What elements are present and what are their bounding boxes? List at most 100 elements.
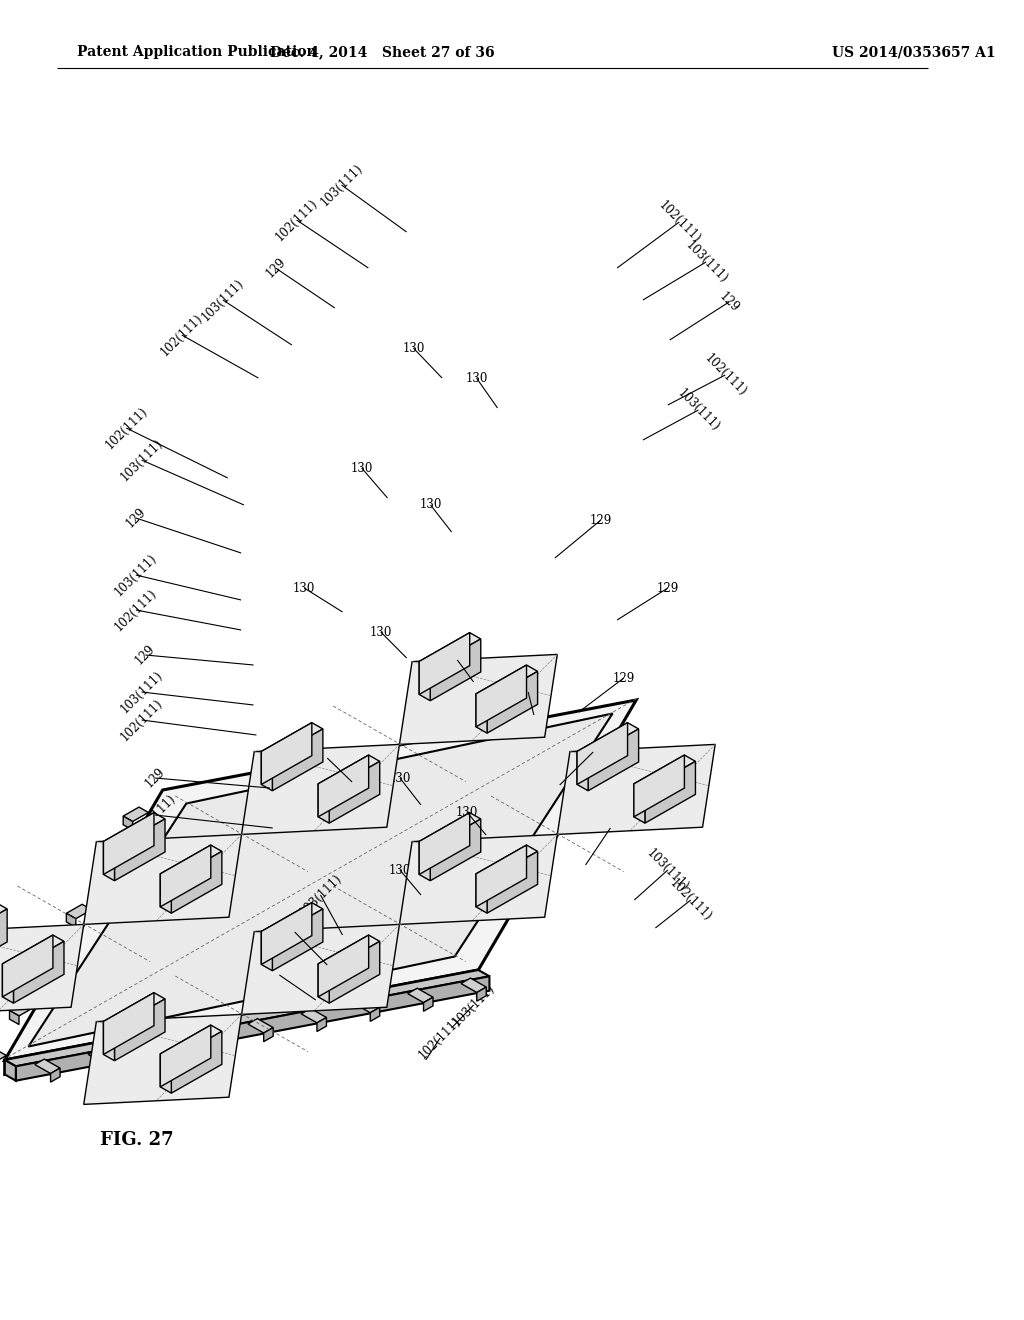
Polygon shape bbox=[424, 997, 433, 1011]
Polygon shape bbox=[161, 845, 222, 880]
Polygon shape bbox=[2, 935, 53, 997]
Text: 129: 129 bbox=[142, 766, 168, 791]
Text: 103(111): 103(111) bbox=[113, 552, 160, 598]
Text: Patent Application Publication: Patent Application Publication bbox=[77, 45, 316, 59]
Polygon shape bbox=[84, 834, 242, 924]
Polygon shape bbox=[318, 755, 380, 791]
Text: US 2014/0353657 A1: US 2014/0353657 A1 bbox=[833, 45, 996, 59]
Polygon shape bbox=[272, 909, 323, 970]
Polygon shape bbox=[557, 744, 715, 834]
Polygon shape bbox=[430, 818, 480, 880]
Polygon shape bbox=[29, 714, 612, 1047]
Polygon shape bbox=[195, 1028, 220, 1043]
Polygon shape bbox=[645, 762, 695, 824]
Polygon shape bbox=[115, 999, 165, 1061]
Text: 130: 130 bbox=[389, 771, 411, 784]
Text: 129: 129 bbox=[590, 513, 612, 527]
Text: 129: 129 bbox=[263, 256, 288, 280]
Polygon shape bbox=[318, 935, 380, 970]
Polygon shape bbox=[171, 851, 222, 913]
Polygon shape bbox=[578, 722, 639, 758]
Text: 129: 129 bbox=[124, 506, 148, 531]
Polygon shape bbox=[261, 932, 272, 970]
Text: 129: 129 bbox=[133, 643, 158, 668]
Polygon shape bbox=[0, 1051, 6, 1064]
Text: 103(111): 103(111) bbox=[450, 981, 498, 1028]
Text: 129: 129 bbox=[582, 746, 604, 759]
Text: 103(111): 103(111) bbox=[118, 668, 165, 715]
Polygon shape bbox=[476, 665, 538, 700]
Polygon shape bbox=[242, 744, 399, 834]
Polygon shape bbox=[95, 855, 120, 870]
Polygon shape bbox=[487, 672, 538, 733]
Polygon shape bbox=[2, 935, 63, 970]
Polygon shape bbox=[578, 751, 588, 791]
Polygon shape bbox=[103, 841, 115, 880]
Polygon shape bbox=[242, 924, 399, 1014]
Polygon shape bbox=[123, 816, 133, 830]
Polygon shape bbox=[371, 1007, 380, 1022]
Text: 103(111): 103(111) bbox=[644, 846, 691, 894]
Polygon shape bbox=[115, 818, 165, 880]
Text: 130: 130 bbox=[446, 653, 469, 667]
Text: 129: 129 bbox=[612, 672, 635, 685]
Polygon shape bbox=[329, 762, 380, 824]
Polygon shape bbox=[161, 1026, 211, 1086]
Text: 102(111): 102(111) bbox=[131, 792, 178, 838]
Polygon shape bbox=[67, 904, 91, 919]
Text: 102(111): 102(111) bbox=[271, 908, 318, 956]
Text: 103(111): 103(111) bbox=[297, 871, 344, 919]
Text: 103(111): 103(111) bbox=[318, 161, 366, 209]
Polygon shape bbox=[210, 1038, 220, 1052]
Polygon shape bbox=[634, 755, 684, 817]
Text: 130: 130 bbox=[456, 805, 478, 818]
Polygon shape bbox=[318, 755, 369, 817]
Polygon shape bbox=[430, 639, 480, 701]
Text: 130: 130 bbox=[293, 582, 315, 594]
Text: 102(111): 102(111) bbox=[159, 312, 206, 359]
Text: 102(111): 102(111) bbox=[113, 586, 160, 634]
Polygon shape bbox=[476, 665, 526, 727]
Polygon shape bbox=[161, 845, 211, 907]
Text: 129: 129 bbox=[717, 289, 741, 314]
Text: 102(111): 102(111) bbox=[417, 1015, 464, 1061]
Polygon shape bbox=[318, 935, 369, 997]
Text: 129: 129 bbox=[656, 582, 679, 594]
Polygon shape bbox=[5, 970, 489, 1067]
Polygon shape bbox=[0, 924, 84, 1014]
Polygon shape bbox=[272, 729, 323, 791]
Text: 103(111): 103(111) bbox=[200, 276, 247, 323]
Polygon shape bbox=[67, 913, 76, 928]
Polygon shape bbox=[354, 998, 380, 1012]
Text: 103(111): 103(111) bbox=[118, 437, 165, 483]
Polygon shape bbox=[301, 1008, 327, 1023]
Polygon shape bbox=[318, 784, 329, 824]
Polygon shape bbox=[161, 1053, 171, 1093]
Polygon shape bbox=[419, 661, 430, 701]
Polygon shape bbox=[476, 874, 487, 913]
Polygon shape bbox=[103, 813, 165, 847]
Text: 130: 130 bbox=[402, 342, 425, 355]
Polygon shape bbox=[487, 851, 538, 913]
Polygon shape bbox=[261, 722, 323, 758]
Polygon shape bbox=[476, 845, 526, 907]
Polygon shape bbox=[123, 807, 148, 821]
Text: 103(111): 103(111) bbox=[675, 387, 722, 433]
Text: 102(111): 102(111) bbox=[701, 351, 749, 399]
Polygon shape bbox=[317, 1018, 327, 1031]
Polygon shape bbox=[477, 987, 486, 1001]
Polygon shape bbox=[103, 993, 165, 1028]
Polygon shape bbox=[476, 694, 487, 733]
Polygon shape bbox=[0, 903, 7, 937]
Text: 102(111): 102(111) bbox=[118, 697, 165, 743]
Polygon shape bbox=[0, 909, 7, 970]
Polygon shape bbox=[38, 953, 63, 968]
Polygon shape bbox=[103, 993, 154, 1055]
Polygon shape bbox=[419, 632, 480, 668]
Polygon shape bbox=[408, 989, 433, 1003]
Polygon shape bbox=[578, 722, 628, 784]
Polygon shape bbox=[399, 834, 557, 924]
Polygon shape bbox=[329, 941, 380, 1003]
Polygon shape bbox=[157, 1048, 167, 1061]
Polygon shape bbox=[84, 1014, 242, 1105]
